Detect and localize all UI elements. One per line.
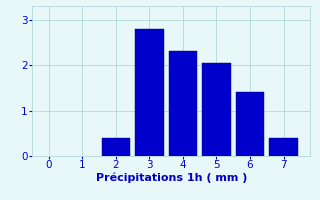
Bar [135,29,164,156]
Bar [101,138,130,156]
Bar [169,51,197,156]
Bar [269,138,298,156]
Bar [202,63,231,156]
Bar [236,92,264,156]
X-axis label: Précipitations 1h ( mm ): Précipitations 1h ( mm ) [95,173,247,183]
